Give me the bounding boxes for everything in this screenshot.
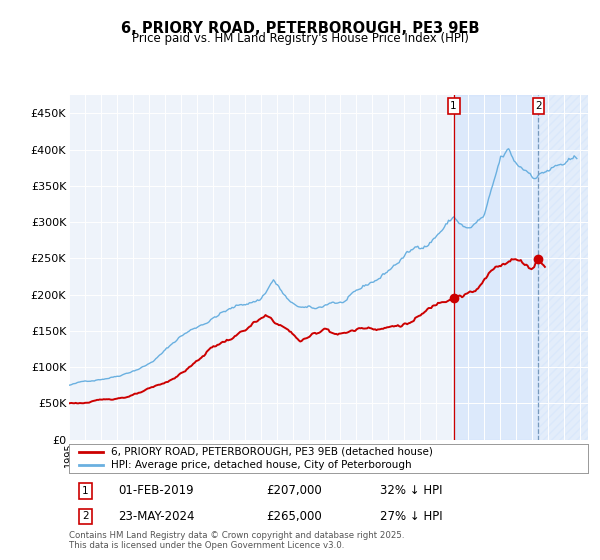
Text: 27% ↓ HPI: 27% ↓ HPI <box>380 510 443 523</box>
Bar <box>454 95 538 440</box>
Text: 01-FEB-2019: 01-FEB-2019 <box>118 484 194 497</box>
Text: 2: 2 <box>82 511 89 521</box>
Text: 2: 2 <box>535 101 542 111</box>
Text: £207,000: £207,000 <box>266 484 322 497</box>
Text: 1: 1 <box>82 486 89 496</box>
Text: 6, PRIORY ROAD, PETERBOROUGH, PE3 9EB (detached house): 6, PRIORY ROAD, PETERBOROUGH, PE3 9EB (d… <box>110 446 433 456</box>
Text: £265,000: £265,000 <box>266 510 322 523</box>
Text: Contains HM Land Registry data © Crown copyright and database right 2025.
This d: Contains HM Land Registry data © Crown c… <box>69 531 404 550</box>
Text: 23-MAY-2024: 23-MAY-2024 <box>118 510 195 523</box>
Text: 6, PRIORY ROAD, PETERBOROUGH, PE3 9EB: 6, PRIORY ROAD, PETERBOROUGH, PE3 9EB <box>121 21 479 36</box>
Text: 1: 1 <box>450 101 457 111</box>
Bar <box>538 95 588 440</box>
Text: HPI: Average price, detached house, City of Peterborough: HPI: Average price, detached house, City… <box>110 460 411 470</box>
Text: 32% ↓ HPI: 32% ↓ HPI <box>380 484 443 497</box>
Text: Price paid vs. HM Land Registry's House Price Index (HPI): Price paid vs. HM Land Registry's House … <box>131 32 469 45</box>
